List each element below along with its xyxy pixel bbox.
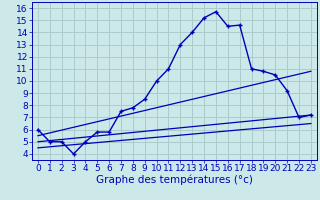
X-axis label: Graphe des températures (°c): Graphe des températures (°c) (96, 175, 253, 185)
